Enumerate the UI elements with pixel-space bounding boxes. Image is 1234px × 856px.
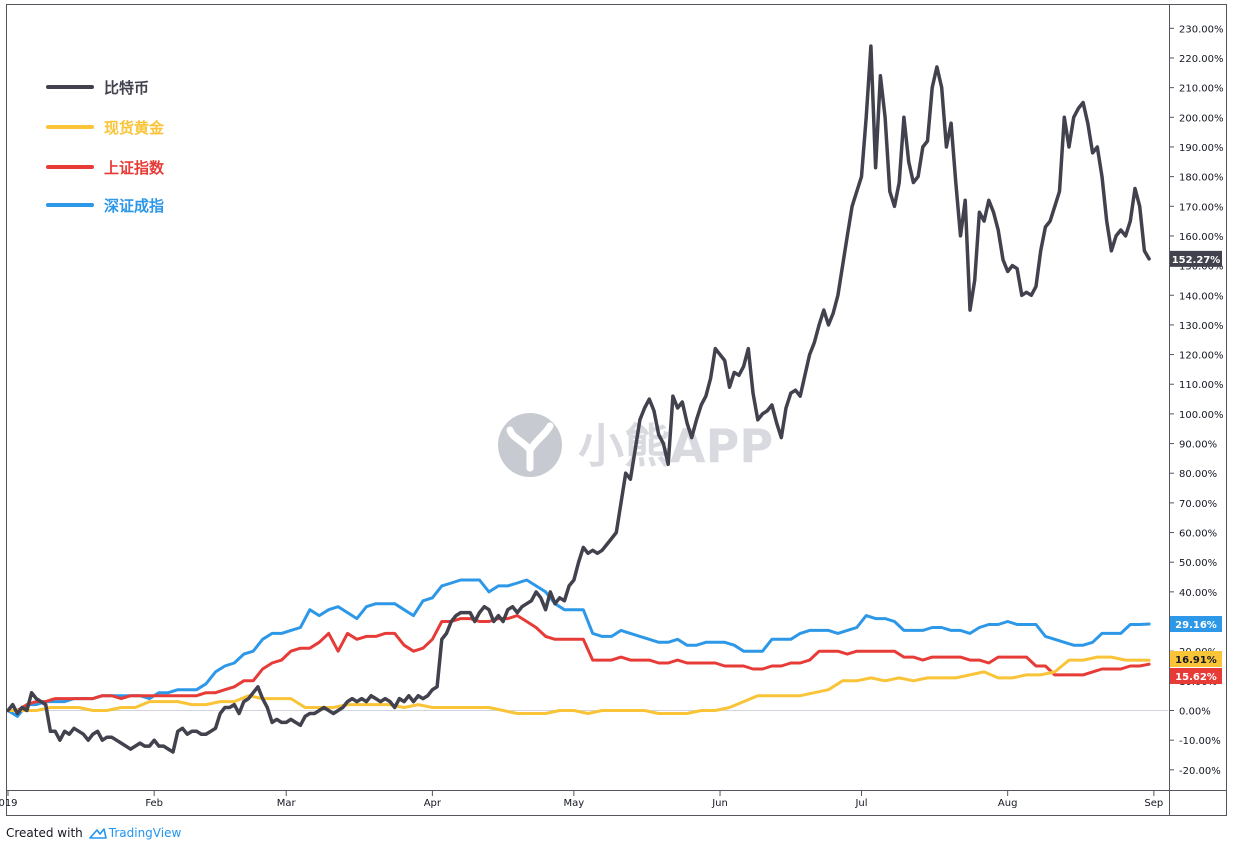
y-tick-label: 150.00% — [1179, 262, 1224, 273]
last-value-badge — [1170, 616, 1222, 633]
y-tick-label: 120.00% — [1179, 351, 1224, 362]
y-tick-label: 210.00% — [1179, 84, 1224, 95]
series-line-szse — [6, 578, 1151, 718]
x-tick-label: Sep — [1144, 798, 1163, 809]
created-with-text: Created with — [6, 826, 83, 840]
y-tick-label: 100.00% — [1179, 410, 1224, 421]
footer: Created with TradingView — [6, 826, 181, 840]
y-tick-label: 180.00% — [1179, 173, 1224, 184]
y-tick-label: -20.00% — [1179, 766, 1221, 777]
legend-label: 上证指数 — [104, 159, 165, 177]
series-line-sse — [6, 614, 1151, 712]
y-tick-label: 0.00% — [1179, 707, 1211, 718]
tradingview-brand: TradingView — [108, 826, 182, 840]
x-tick-label: 019 — [0, 798, 18, 809]
y-tick-label: 110.00% — [1179, 380, 1224, 391]
y-tick-label: 190.00% — [1179, 143, 1224, 154]
tradingview-link[interactable]: TradingView — [87, 826, 182, 840]
series-line-gold — [6, 655, 1151, 715]
legend-item-szse: 深证成指 — [46, 197, 164, 215]
legend-item-bitcoin: 比特币 — [46, 79, 149, 97]
x-tick-label: Mar — [277, 798, 297, 809]
tradingview-cloud-icon — [88, 828, 107, 839]
x-tick-label: Apr — [424, 798, 442, 809]
legend-label: 比特币 — [104, 79, 149, 97]
y-tick-label: -10.00% — [1179, 736, 1221, 747]
y-tick-label: 200.00% — [1179, 113, 1224, 124]
legend-item-gold: 现货黄金 — [46, 119, 165, 137]
last-value-badge — [1170, 668, 1222, 684]
last-value-text: 16.91% — [1175, 655, 1217, 666]
watermark: 小熊APP — [498, 413, 773, 477]
last-value-label-bitcoin: 152.27% — [1170, 250, 1222, 267]
y-tick-label: 60.00% — [1179, 529, 1217, 540]
y-tick-label: 70.00% — [1179, 499, 1217, 510]
series-lines — [6, 44, 1151, 754]
y-tick-label: 130.00% — [1179, 321, 1224, 332]
y-tick-label: 50.00% — [1179, 558, 1217, 569]
y-axis: -20.00%-10.00%0.00%10.00%20.00%30.00%40.… — [1169, 24, 1224, 777]
y-tick-label: 140.00% — [1179, 291, 1224, 302]
x-tick-label: Jun — [711, 798, 728, 809]
legend-item-sse: 上证指数 — [46, 159, 165, 177]
last-value-text: 29.16% — [1175, 620, 1217, 631]
last-value-label-sse: 15.62% — [1170, 668, 1222, 684]
series-line-bitcoin — [6, 44, 1151, 754]
y-tick-label: 90.00% — [1179, 440, 1217, 451]
y-tick-label: 80.00% — [1179, 469, 1217, 480]
x-tick-label: Feb — [145, 798, 163, 809]
y-tick-label: 160.00% — [1179, 232, 1224, 243]
x-tick-label: Jul — [854, 798, 867, 809]
y-tick-label: 170.00% — [1179, 202, 1224, 213]
last-value-text: 152.27% — [1172, 255, 1221, 266]
plot-frame — [6, 4, 1227, 816]
watermark-text: 小熊APP — [578, 419, 773, 473]
last-value-badge — [1170, 651, 1222, 667]
y-tick-label: 230.00% — [1179, 24, 1224, 35]
last-value-label-szse: 29.16% — [1170, 616, 1222, 633]
last-value-label-gold: 16.91% — [1170, 651, 1222, 667]
last-value-labels: 152.27% 16.91% 15.62% 29.16% — [1170, 250, 1222, 684]
y-tick-label: 220.00% — [1179, 54, 1224, 65]
sprout-logo-icon — [498, 413, 562, 477]
x-tick-label: Aug — [998, 798, 1018, 809]
y-tick-label: 40.00% — [1179, 588, 1217, 599]
legend-label: 深证成指 — [104, 197, 164, 215]
x-tick-label: May — [564, 798, 585, 809]
x-axis: 019 Feb Mar Apr May Jun Jul Aug Sep — [0, 791, 1163, 809]
last-value-text: 15.62% — [1175, 672, 1217, 683]
last-value-badge — [1170, 250, 1222, 267]
legend-label: 现货黄金 — [104, 119, 165, 137]
